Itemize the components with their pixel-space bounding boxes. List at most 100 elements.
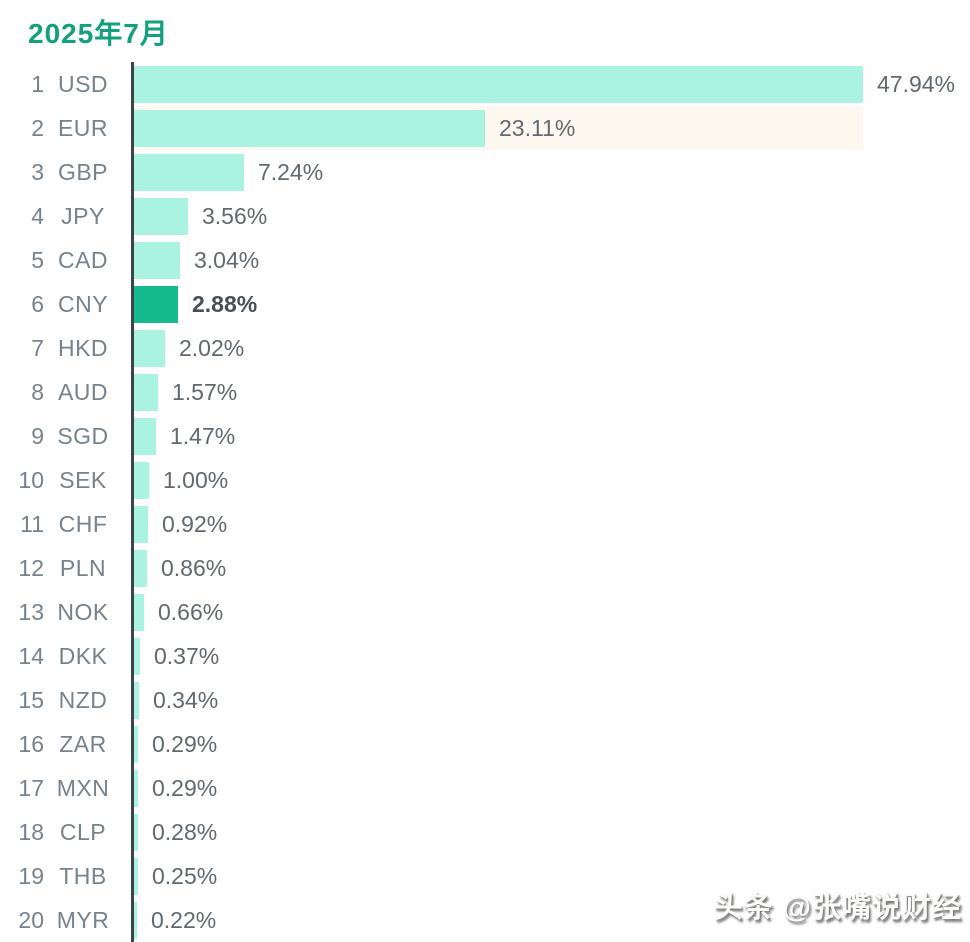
- rank-label: 13: [18, 598, 44, 625]
- chart-row-jpy: 4 JPY 3.56%: [0, 194, 970, 238]
- bar-myr: [134, 901, 137, 939]
- value-label: 0.92%: [162, 510, 228, 537]
- bar-eur: [134, 109, 485, 147]
- currency-code: CLP: [59, 818, 107, 845]
- value-label: 0.34%: [153, 686, 219, 713]
- chart-row-chf: 11 CHF 0.92%: [0, 502, 970, 546]
- rank-label: 15: [18, 686, 44, 713]
- chart-row-eur: 2 EUR 23.11%: [0, 106, 970, 150]
- currency-code: NZD: [58, 686, 108, 713]
- value-label: 0.25%: [152, 862, 218, 889]
- bar-track: 0.29%: [122, 766, 970, 810]
- rank-label: 12: [18, 554, 44, 581]
- y-axis-line: [131, 62, 134, 942]
- bar-track: 2.02%: [122, 326, 970, 370]
- bar-cny: [134, 285, 178, 323]
- rank-label: 17: [18, 774, 44, 801]
- currency-code: CHF: [58, 510, 108, 537]
- chart-row-clp: 18 CLP 0.28%: [0, 810, 970, 854]
- chart-row-cny: 6 CNY 2.88%: [0, 282, 970, 326]
- value-label: 2.02%: [179, 334, 245, 361]
- bar-aud: [134, 373, 158, 411]
- rank-label: 3: [31, 158, 44, 185]
- value-label: 23.11%: [499, 114, 576, 141]
- rank-label: 4: [31, 202, 44, 229]
- bar-track: 0.34%: [122, 678, 970, 722]
- bar-track: 0.22%: [122, 898, 970, 942]
- bar-track: 0.28%: [122, 810, 970, 854]
- rank-label: 6: [31, 290, 44, 317]
- rank-label: 14: [18, 642, 44, 669]
- rank-label: 16: [18, 730, 44, 757]
- chart-row-sgd: 9 SGD 1.47%: [0, 414, 970, 458]
- currency-code: THB: [59, 862, 107, 889]
- bar-clp: [134, 813, 138, 851]
- value-label: 2.88%: [192, 290, 258, 317]
- bar-pln: [134, 549, 147, 587]
- rank-label: 1: [31, 70, 44, 97]
- currency-code: ZAR: [59, 730, 107, 757]
- bar-hkd: [134, 329, 165, 367]
- chart-row-usd: 1 USD 47.94%: [0, 62, 970, 106]
- currency-code: USD: [57, 70, 109, 97]
- rank-label: 7: [31, 334, 44, 361]
- currency-code: DKK: [58, 642, 108, 669]
- currency-code: SEK: [59, 466, 107, 493]
- chart-row-nzd: 15 NZD 0.34%: [0, 678, 970, 722]
- value-label: 7.24%: [258, 158, 324, 185]
- currency-code: MXN: [56, 774, 110, 801]
- chart-row-mxn: 17 MXN 0.29%: [0, 766, 970, 810]
- chart-row-zar: 16 ZAR 0.29%: [0, 722, 970, 766]
- value-label: 47.94%: [877, 70, 956, 97]
- currency-code: HKD: [57, 334, 109, 361]
- rank-label: 8: [31, 378, 44, 405]
- value-label: 0.29%: [152, 730, 218, 757]
- value-label: 0.29%: [152, 774, 218, 801]
- rank-label: 9: [31, 422, 44, 449]
- currency-code: SGD: [57, 422, 109, 449]
- currency-code: GBP: [57, 158, 109, 185]
- bar-usd: [134, 65, 863, 103]
- rank-label: 2: [31, 114, 44, 141]
- bar-track: 7.24%: [122, 150, 970, 194]
- bar-mxn: [134, 769, 138, 807]
- value-label: 1.00%: [163, 466, 229, 493]
- bar-track: 3.04%: [122, 238, 970, 282]
- bar-cad: [134, 241, 180, 279]
- bar-zar: [134, 725, 138, 763]
- rank-label: 18: [18, 818, 44, 845]
- bar-track: 1.00%: [122, 458, 970, 502]
- chart-row-pln: 12 PLN 0.86%: [0, 546, 970, 590]
- value-label: 0.37%: [154, 642, 220, 669]
- chart-row-hkd: 7 HKD 2.02%: [0, 326, 970, 370]
- value-label: 0.28%: [152, 818, 218, 845]
- rank-label: 10: [18, 466, 44, 493]
- bar-jpy: [134, 197, 188, 235]
- currency-code: AUD: [57, 378, 109, 405]
- rank-label: 11: [20, 510, 44, 537]
- bar-track: 0.86%: [122, 546, 970, 590]
- bar-track: 23.11%: [122, 106, 970, 150]
- bar-track: 0.37%: [122, 634, 970, 678]
- chart-title: 2025年7月: [28, 18, 169, 49]
- value-label: 0.22%: [151, 906, 217, 933]
- bar-sek: [134, 461, 149, 499]
- watermark-toutiao: 头条 @张嘴说财经: [713, 892, 962, 924]
- value-label: 1.57%: [172, 378, 238, 405]
- value-label: 1.47%: [170, 422, 236, 449]
- currency-code: CNY: [57, 290, 109, 317]
- chart-row-aud: 8 AUD 1.57%: [0, 370, 970, 414]
- bar-track: 0.29%: [122, 722, 970, 766]
- value-label: 0.86%: [161, 554, 227, 581]
- chart-row-cad: 5 CAD 3.04%: [0, 238, 970, 282]
- chart-row-myr: 20 MYR 0.22%: [0, 898, 970, 942]
- bar-track: 2.88%: [122, 282, 970, 326]
- bar-gbp: [134, 153, 244, 191]
- currency-code: MYR: [56, 906, 110, 933]
- bar-nzd: [134, 681, 139, 719]
- bar-track: 1.57%: [122, 370, 970, 414]
- currency-code: EUR: [57, 114, 109, 141]
- rank-label: 20: [18, 906, 44, 933]
- bar-thb: [134, 857, 138, 895]
- bar-dkk: [134, 637, 140, 675]
